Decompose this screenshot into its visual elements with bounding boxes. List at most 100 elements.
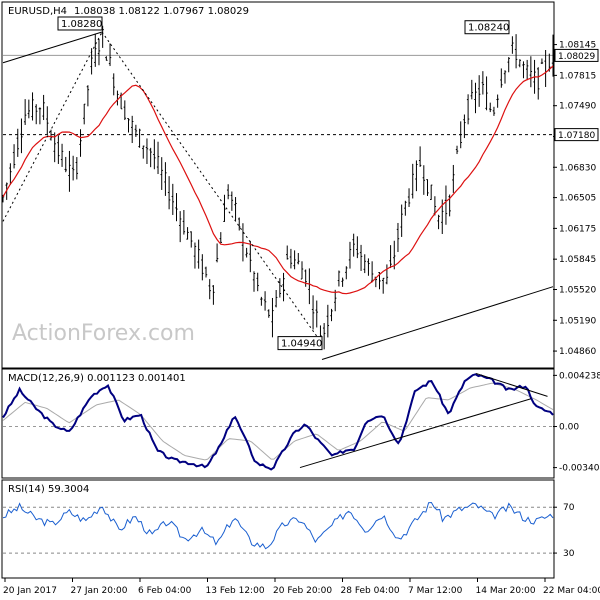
watermark: ActionForex.com: [12, 321, 195, 346]
candle: [297, 253, 300, 265]
candle: [382, 277, 385, 294]
candle: [470, 79, 473, 100]
candle: [334, 289, 337, 312]
candle: [71, 155, 75, 181]
x-tick-label: 14 Mar 20:00: [476, 586, 536, 596]
candle: [356, 236, 359, 259]
swing-label: 1.08280: [57, 16, 103, 31]
candle: [286, 245, 289, 260]
price-tick-label: 1.06830: [559, 163, 596, 173]
candle: [164, 162, 167, 196]
price-tick-label: 1.07490: [559, 102, 596, 112]
candle: [123, 100, 127, 121]
candle: [363, 254, 366, 274]
candle: [160, 157, 163, 190]
candle: [426, 179, 429, 196]
candle: [20, 118, 23, 154]
candle: [367, 258, 370, 276]
candle: [481, 71, 485, 95]
candle: [23, 99, 27, 125]
upper-trendline: [2, 31, 103, 64]
price-tick-label: 1.08145: [559, 41, 596, 51]
candle: [234, 197, 237, 221]
x-tick-label: 6 Feb 04:00: [138, 586, 192, 596]
candle: [64, 156, 67, 173]
candle: [551, 34, 555, 77]
candle: [489, 102, 492, 113]
rsi-layer: [2, 501, 554, 554]
candle: [256, 272, 259, 292]
candle: [514, 34, 518, 69]
candle: [315, 300, 318, 328]
candle: [49, 129, 53, 141]
candle: [389, 245, 392, 269]
candle: [503, 70, 507, 84]
candle: [112, 73, 115, 96]
candle: [245, 247, 248, 258]
candle: [223, 194, 226, 222]
candle: [27, 99, 31, 119]
candle: [293, 250, 296, 270]
rsi-tick-label: 30: [563, 549, 575, 559]
candle: [190, 231, 193, 248]
zigzag-down: [101, 31, 323, 344]
candle: [492, 106, 496, 116]
svg-text:1.07180: 1.07180: [558, 131, 595, 141]
support-trendline: [321, 286, 554, 360]
candle: [322, 323, 326, 350]
candle: [9, 163, 12, 185]
candle: [193, 242, 197, 269]
candle: [186, 227, 189, 240]
candle: [182, 210, 186, 235]
svg-text:1.08029: 1.08029: [558, 52, 595, 62]
rsi-tick-label: 70: [563, 503, 575, 513]
candle: [108, 43, 112, 67]
candle: [263, 291, 267, 311]
candle: [94, 33, 97, 67]
candle: [145, 138, 149, 165]
candle: [134, 124, 138, 137]
axis-layer: 1.081451.078151.074901.071601.068301.065…: [3, 41, 600, 596]
candle: [282, 272, 285, 302]
candle: [16, 128, 19, 157]
x-tick-label: 20 Jan 2017: [3, 586, 57, 596]
candle: [326, 304, 330, 338]
candle: [444, 185, 448, 225]
candle: [459, 121, 462, 149]
candle: [393, 240, 396, 270]
price-header-values: 1.08038 1.08122 1.07967 1.08029: [74, 6, 249, 17]
candle: [142, 145, 145, 159]
candle: [178, 211, 182, 243]
price-tick-label: 1.07815: [559, 71, 596, 81]
rsi-line: [2, 501, 554, 550]
candle: [153, 139, 156, 170]
candle: [500, 68, 503, 88]
candle: [289, 248, 293, 269]
candle: [407, 188, 411, 207]
x-tick-label: 7 Mar 12:00: [408, 586, 463, 596]
candle: [171, 183, 174, 215]
macd-resistance-trendline: [475, 372, 548, 397]
x-tick-label: 13 Feb 12:00: [206, 586, 265, 596]
candle: [485, 76, 488, 111]
current-price-box: 1.08029: [554, 48, 599, 62]
swing-label: 1.08240: [464, 20, 510, 35]
candle: [79, 129, 82, 157]
candle: [208, 279, 211, 300]
candle: [418, 146, 422, 167]
candle: [341, 277, 344, 287]
candle: [75, 157, 79, 180]
candle: [359, 244, 363, 271]
x-tick-label: 20 Feb 20:00: [273, 586, 332, 596]
candle: [496, 94, 499, 108]
candle: [86, 85, 90, 107]
candle: [101, 25, 104, 48]
candle: [345, 266, 348, 280]
candle: [167, 176, 171, 210]
candle: [212, 285, 215, 305]
candle: [156, 141, 160, 175]
candle: [31, 92, 34, 121]
candle: [522, 61, 525, 79]
candle: [138, 128, 141, 148]
